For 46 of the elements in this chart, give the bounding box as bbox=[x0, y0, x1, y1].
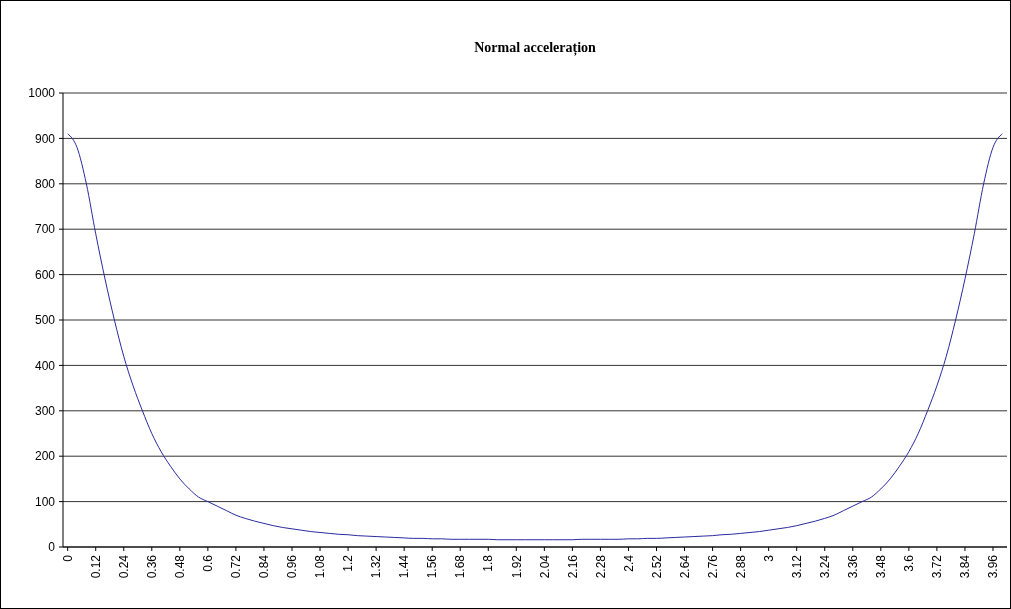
x-tick-label: 0.48 bbox=[173, 554, 188, 579]
y-tick-label: 700 bbox=[34, 222, 56, 237]
x-tick-label: 3 bbox=[761, 554, 776, 562]
y-tick-label: 600 bbox=[34, 267, 56, 282]
y-tick-label: 100 bbox=[34, 494, 56, 509]
x-tick-label: 2.28 bbox=[593, 554, 608, 579]
x-tick-label: 3.96 bbox=[986, 554, 1001, 579]
chart-title: Normal accelerațion bbox=[474, 40, 597, 56]
x-tick-label: 3.84 bbox=[958, 554, 973, 579]
x-tick-label: 1.2 bbox=[341, 554, 356, 572]
x-tick-label: 0.84 bbox=[257, 554, 272, 579]
x-tick-label: 0.12 bbox=[88, 554, 103, 579]
x-tick-label: 1.32 bbox=[369, 554, 384, 579]
x-tick-label: 3.48 bbox=[874, 554, 889, 579]
x-tick-label: 2.88 bbox=[733, 554, 748, 579]
x-tick-label: 2.4 bbox=[621, 554, 636, 572]
x-tick-label: 0 bbox=[60, 554, 75, 562]
line-series bbox=[67, 133, 1003, 541]
x-tick-label: 2.64 bbox=[677, 554, 692, 579]
y-tick-label: 800 bbox=[34, 177, 56, 191]
x-tick-label: 1.56 bbox=[425, 554, 440, 579]
x-tick-label: 1.92 bbox=[509, 554, 524, 579]
x-tick-label: 0.36 bbox=[144, 554, 159, 579]
x-tick-label: 3.6 bbox=[902, 554, 917, 572]
x-tick-label: 0.96 bbox=[285, 554, 300, 579]
y-tick-label: 500 bbox=[34, 313, 56, 328]
x-tick-label: 3.24 bbox=[817, 554, 832, 579]
x-tick-label: 0.72 bbox=[229, 554, 244, 579]
x-tick-label: 2.76 bbox=[705, 554, 720, 579]
x-tick-label: 2.16 bbox=[565, 554, 580, 579]
x-tick-label: 1.68 bbox=[453, 554, 468, 579]
x-tick-label: 3.72 bbox=[930, 554, 945, 579]
x-tick-label: 0.6 bbox=[201, 554, 216, 572]
y-tick-label: 400 bbox=[34, 358, 56, 373]
x-tick-label: 3.36 bbox=[845, 554, 860, 579]
y-tick-label: 900 bbox=[34, 131, 56, 146]
x-tick-label: 1.8 bbox=[481, 554, 496, 572]
y-tick-label: 300 bbox=[34, 404, 56, 418]
x-tick-label: 2.52 bbox=[649, 554, 664, 579]
x-tick-label: 3.12 bbox=[789, 554, 804, 579]
x-tick-label: 1.08 bbox=[313, 554, 328, 579]
x-tick-label: 2.04 bbox=[537, 554, 552, 579]
y-tick-label: 200 bbox=[34, 449, 56, 464]
x-tick-label: 0.24 bbox=[116, 554, 131, 579]
x-tick-label: 1.44 bbox=[397, 554, 412, 579]
y-tick-label: 1000 bbox=[28, 86, 56, 101]
